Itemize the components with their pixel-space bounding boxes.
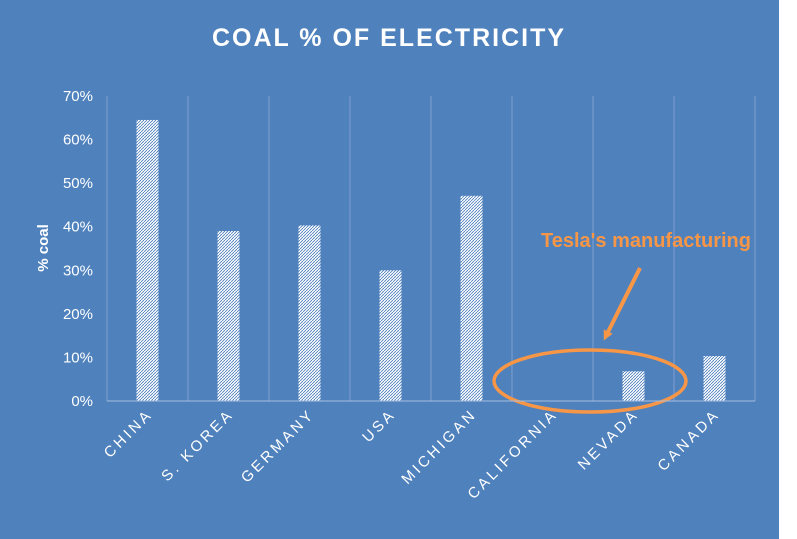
chart-area: COAL % OF ELECTRICITY 0% 10% 20% 30% 40% 50% 6…	[0, 0, 779, 539]
x-tick-labels: CHINA S. KOREA GERMANY USAMICHIGANCALIFORNI…	[101, 406, 724, 503]
bars	[136, 119, 726, 401]
x-tick-label: NEVADA	[575, 406, 643, 474]
page-margin	[779, 0, 797, 539]
y-tick-label: 10%	[63, 349, 93, 366]
bar-usa	[379, 270, 402, 401]
bar-nevada	[622, 371, 645, 401]
gridlines	[106, 96, 756, 401]
bar-michigan	[460, 195, 483, 401]
x-tick-label: CHINA	[101, 406, 157, 462]
bar-chart: COAL % OF ELECTRICITY 0% 10% 20% 30% 40% 50% 6…	[35, 24, 756, 503]
bar-canada	[703, 356, 726, 401]
highlight-ellipse	[492, 348, 688, 414]
bar-china	[136, 119, 159, 401]
y-tick-label: 60%	[63, 132, 93, 149]
x-tick-label: GERMANY	[238, 406, 318, 486]
x-tick-label: S. KOREA	[158, 406, 237, 485]
y-axis-label: % coal	[35, 224, 52, 272]
annotation: Tesla's manufacturing	[492, 230, 751, 414]
bar-germany	[298, 225, 321, 401]
x-tick-label: USA	[359, 406, 399, 446]
bar-s-korea	[217, 231, 240, 401]
chart-title: COAL % OF ELECTRICITY	[212, 24, 566, 52]
y-tick-label: 40%	[63, 219, 93, 236]
x-tick-label: CALIFORNIA	[464, 406, 561, 503]
annotation-text: Tesla's manufacturing	[541, 230, 751, 252]
y-tick-label: 30%	[63, 262, 93, 279]
y-tick-labels: 0% 10% 20% 30% 40% 50% 60% 70%	[63, 88, 93, 410]
x-tick-label: MICHIGAN	[398, 406, 480, 488]
y-tick-label: 0%	[71, 393, 93, 410]
y-tick-label: 50%	[63, 175, 93, 192]
y-tick-label: 70%	[63, 88, 93, 105]
y-tick-label: 20%	[63, 306, 93, 323]
x-tick-label: CANADA	[654, 406, 723, 475]
annotation-arrow	[603, 267, 642, 341]
